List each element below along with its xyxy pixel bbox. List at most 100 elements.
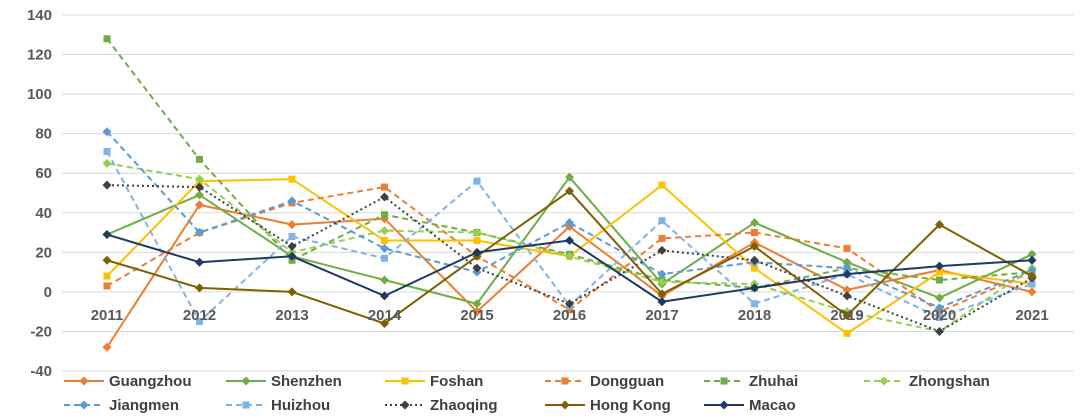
legend-label: Guangzhou [109,373,192,390]
data-point [102,230,112,240]
data-point [287,196,297,206]
data-point [381,254,388,262]
data-point [935,326,944,336]
data-point [565,251,574,261]
data-point [103,147,111,155]
series-dongguan [103,183,1036,316]
x-tick-label: 2018 [738,307,771,324]
legend-marker [242,401,250,409]
legend-item-jiangmen: Jiangmen [64,397,179,414]
data-point [751,264,758,272]
data-point [935,303,944,313]
data-point [750,283,759,293]
y-tick-label: -20 [30,323,52,340]
data-point [287,251,297,261]
data-point [842,269,852,279]
data-point [1027,287,1037,297]
x-tick-label: 2016 [553,307,586,324]
data-point [565,299,574,309]
data-point [287,287,297,297]
data-point [565,172,574,182]
data-point [472,247,482,257]
legend-item-zhuhai: Zhuhai [704,373,798,390]
legend-marker [79,376,89,386]
data-point [1027,249,1037,259]
legend-item-macao: Macao [704,397,796,414]
data-point [381,183,388,191]
data-point [935,293,944,303]
data-point [657,245,667,255]
data-point [843,329,851,337]
data-point [657,289,667,299]
legend-item-zhongshan: Zhongshan [864,373,990,390]
data-point [750,255,759,265]
data-point [1027,265,1037,275]
data-point [658,234,666,242]
data-point [658,181,666,189]
x-tick-label: 2012 [183,307,216,324]
data-point [1028,280,1036,288]
data-point [381,236,388,244]
legend-label: Macao [749,397,796,414]
data-point [565,235,574,245]
data-point [472,307,482,317]
data-point [473,177,481,185]
legend-item-foshan: Foshan [385,373,483,390]
y-tick-label: -40 [30,363,52,380]
data-point [843,244,851,252]
legend-item-hong-kong: Hong Kong [545,397,671,414]
data-point [103,35,111,43]
data-point [380,291,389,301]
legend-item-dongguan: Dongguan [545,373,664,390]
data-point [380,275,389,285]
data-point [936,314,943,322]
legend-marker [241,376,251,386]
data-point [102,255,112,265]
data-point [657,277,667,287]
legend-item-guangzhou: Guangzhou [64,373,192,390]
data-point [1027,255,1037,265]
y-tick-label: 80 [35,126,52,143]
data-point [842,291,852,301]
legend-label: Hong Kong [590,397,671,414]
x-tick-label: 2015 [460,307,493,324]
data-point [658,217,666,225]
series-line [106,131,1033,309]
legend-marker [720,377,728,385]
data-point [195,200,204,210]
data-point [103,282,111,290]
series-line [106,150,1033,323]
legend-label: Zhuhai [749,373,798,390]
y-tick-label: 140 [27,7,52,24]
data-point [195,190,204,200]
data-point [103,272,111,280]
y-tick-label: 0 [44,284,52,301]
legend-item-zhaoqing: Zhaoqing [385,397,498,414]
data-point [936,276,943,284]
x-axis-ticks: 2011 2012 2013 2014 2015 2016 2017 2018 2019 2020… [91,307,1049,324]
legend-marker [79,400,89,410]
data-point [195,174,204,184]
data-point [196,155,203,163]
data-point [102,127,112,137]
series-line [106,38,1033,289]
data-point [472,228,482,238]
legend-marker [719,400,729,410]
y-axis-ticks: -40 -20 0 20 40 60 80 100 120 140 [27,7,52,380]
data-point [935,261,944,271]
data-point [936,268,943,276]
data-point [842,311,852,321]
x-tick-label: 2019 [830,307,863,324]
data-point [195,283,204,293]
legend-marker [560,400,570,410]
series-lines [102,35,1037,352]
data-point [842,257,852,267]
legend-label: Huizhou [271,397,330,414]
legend-label: Jiangmen [109,397,179,414]
data-point [750,218,759,228]
series-line [106,184,1033,333]
data-point [287,220,297,230]
data-point [195,228,204,238]
data-point [751,300,758,308]
legend-label: Zhaoqing [430,397,498,414]
